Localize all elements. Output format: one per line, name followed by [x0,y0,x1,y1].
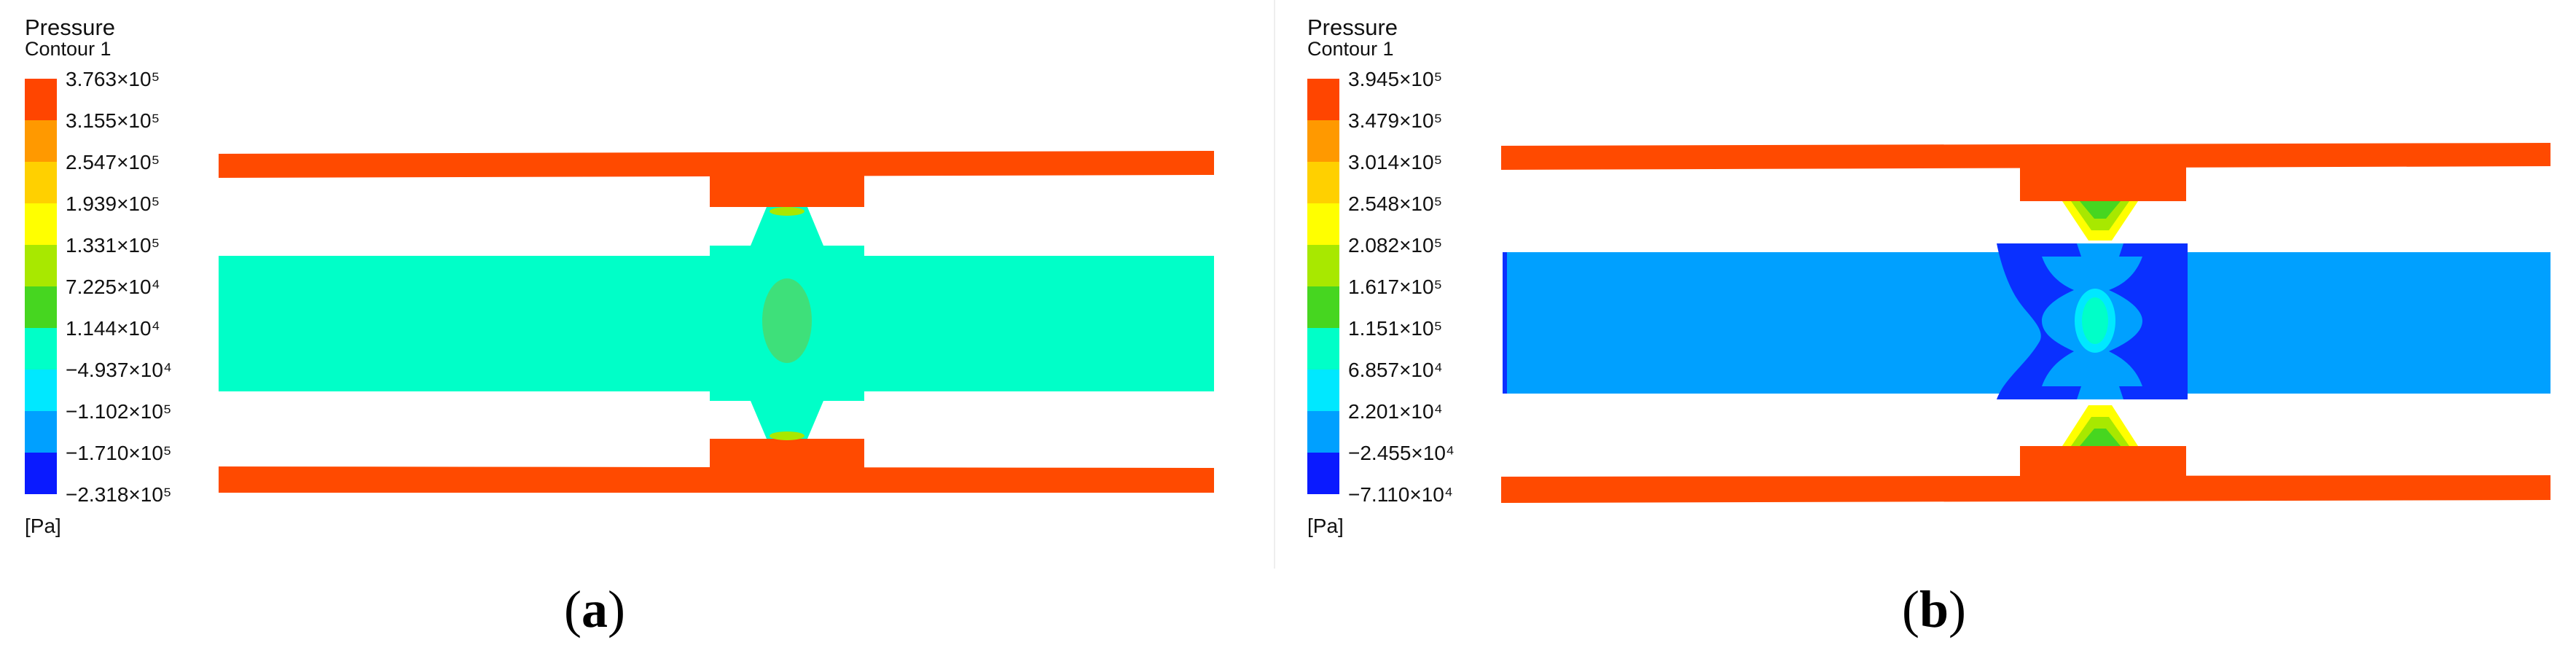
bottom-restriction-block [2020,446,2186,477]
legend-level-label: 7.225×10⁴ [66,276,160,298]
legend-level-label: −1.102×10⁵ [66,400,172,423]
legend-level-label: 1.617×10⁵ [1348,276,1443,298]
legend-swatch [1307,203,1339,245]
legend-level-label: 2.201×10⁴ [1348,400,1443,423]
legend-swatch [25,453,57,494]
panel-caption: (b) [1902,580,1967,638]
legend-swatch [25,120,57,162]
panel-caption: (a) [564,580,625,638]
throat-edge-contour [770,207,804,216]
legend-level-label: 3.014×10⁵ [1348,151,1443,173]
top-wall-region [1501,143,2550,170]
bottom-wall-region [1501,475,2550,503]
legend-swatch [25,162,57,203]
contour-panel-a: Pressure Contour 1 3.763×10⁵ 3.155×10⁵ 2… [22,0,1275,636]
legend-level-label: −4.937×10⁴ [66,359,172,381]
legend-level-label: 2.547×10⁵ [66,151,160,173]
legend-title: Pressure [25,15,116,40]
legend-level-label: −2.455×10⁴ [1348,442,1455,464]
inlet-edge-contour [1503,252,1507,394]
legend-swatch [25,203,57,245]
legend-level-label: 2.082×10⁵ [1348,234,1443,257]
legend-swatch [1307,245,1339,286]
legend-level-label: 2.548×10⁵ [1348,192,1443,215]
legend-unit: [Pa] [1307,515,1344,537]
legend-swatch [1307,120,1339,162]
legend-color-bar [1307,79,1339,494]
legend-level-label: 3.479×10⁵ [1348,109,1443,132]
low-pressure-zone [2158,243,2188,399]
legend-swatch [25,328,57,370]
top-restriction-block [710,175,864,207]
top-restriction-block [2020,166,2186,201]
legend-level-label: −1.710×10⁵ [66,442,172,464]
center-contour-region [762,278,812,363]
legend-swatch [25,370,57,411]
legend-level-label: 1.939×10⁵ [66,192,160,215]
throat-lower [710,391,864,439]
legend-swatch [25,79,57,120]
throat-upper [710,207,864,256]
center-contour-core [2082,297,2108,344]
caption-letter: a [581,580,608,638]
legend-swatch [25,286,57,328]
top-wall-region [219,151,1214,178]
legend-level-label: 6.857×10⁴ [1348,359,1443,381]
legend-swatch [1307,328,1339,370]
legend-level-label: 3.763×10⁵ [66,68,160,90]
legend-swatch [1307,79,1339,120]
fluid-channel [219,256,1214,391]
upper-jet-contour [2080,201,2121,219]
legend-swatch [25,411,57,453]
legend-level-label: −7.110×10⁴ [1348,483,1453,506]
legend-unit: [Pa] [25,515,61,537]
legend-level-label: 1.151×10⁵ [1348,317,1443,340]
legend-level-label: 1.331×10⁵ [66,234,160,257]
contour-plot-a [219,151,1214,493]
legend-swatch [1307,162,1339,203]
legend-color-bar [25,79,57,494]
throat-inlet-zone [2077,243,2123,265]
legend-level-label: 3.155×10⁵ [66,109,160,132]
legend-swatch [25,245,57,286]
legend-level-label: −2.318×10⁵ [66,483,172,506]
throat-outlet-zone [2077,378,2123,399]
throat-edge-contour [770,431,804,440]
lower-jet-contour [2080,429,2121,446]
bottom-restriction-block [710,439,864,468]
legend-subtitle: Contour 1 [25,38,111,60]
legend-level-label: 3.945×10⁵ [1348,68,1443,90]
caption-letter: b [1919,580,1949,638]
legend-swatch [1307,453,1339,494]
legend-swatch [1307,286,1339,328]
legend-swatch [1307,370,1339,411]
legend-level-label: 1.144×10⁴ [66,317,160,340]
contour-panel-b: Pressure Contour 1 3.945×10⁵ 3.479×10⁵ 3… [1304,0,2558,636]
bottom-wall-region [219,466,1214,493]
legend-swatch [1307,411,1339,453]
legend-subtitle: Contour 1 [1307,38,1394,60]
panel-border [22,0,1275,569]
contour-plot-b [1501,143,2550,503]
legend-title: Pressure [1307,15,1398,40]
